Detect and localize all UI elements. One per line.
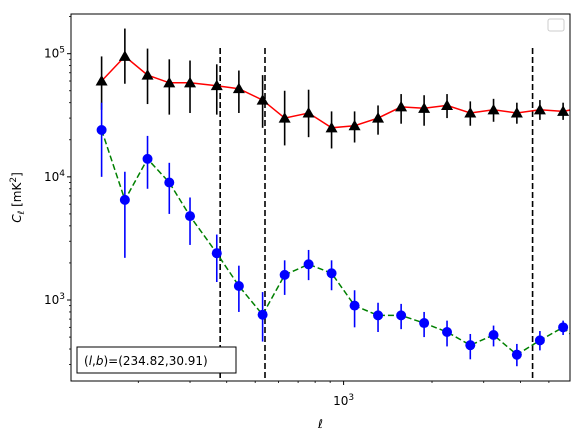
data-point — [141, 69, 154, 80]
data-point — [465, 340, 476, 351]
data-point — [211, 248, 222, 259]
series-0 — [95, 28, 570, 149]
x-tick-label: 103 — [333, 393, 354, 408]
data-point — [279, 269, 290, 280]
data-point — [303, 259, 314, 270]
y-tick-label: 103 — [44, 292, 65, 307]
data-point — [419, 318, 430, 329]
data-point — [184, 76, 197, 88]
data-point — [442, 326, 453, 337]
data-point — [302, 106, 315, 118]
data-point — [325, 121, 338, 133]
vertical-lines — [219, 48, 534, 381]
data-point — [418, 102, 431, 113]
series-layer — [95, 28, 570, 367]
data-point — [118, 50, 131, 61]
data-point — [487, 103, 500, 115]
data-point — [232, 82, 245, 94]
y-tick-label: 105 — [44, 46, 65, 61]
data-point — [533, 103, 546, 115]
data-point — [441, 99, 454, 110]
data-point — [396, 310, 407, 321]
data-point — [233, 280, 244, 291]
data-point — [163, 76, 176, 88]
data-point — [96, 125, 107, 136]
data-point — [510, 106, 523, 118]
data-point — [372, 112, 385, 123]
data-point — [142, 153, 153, 164]
data-point — [558, 322, 569, 333]
data-point — [557, 105, 570, 116]
data-point — [164, 177, 175, 188]
y-axis-label: Cℓ [mK2] — [9, 172, 27, 223]
series-line — [101, 55, 570, 129]
data-point — [326, 268, 337, 279]
legend-box — [547, 18, 565, 32]
series-line — [100, 129, 570, 356]
data-point — [373, 310, 384, 321]
data-point — [257, 309, 268, 320]
series-1 — [96, 102, 570, 367]
data-point — [185, 211, 196, 222]
data-point — [119, 194, 130, 205]
plot-frame — [70, 13, 571, 382]
data-point — [395, 100, 408, 112]
data-point — [534, 335, 545, 346]
annotation-box: (l,b)=(234.82,30.91) — [76, 346, 237, 374]
data-point — [464, 106, 477, 118]
y-tick-label: 104 — [44, 169, 65, 184]
data-point — [95, 75, 108, 86]
annotation-text: (l,b)=(234.82,30.91) — [84, 354, 208, 368]
data-point — [348, 119, 361, 131]
data-point — [511, 349, 522, 360]
data-point — [210, 79, 223, 91]
data-point — [349, 300, 360, 311]
x-axis-label: ℓ — [317, 417, 323, 431]
data-point — [278, 112, 291, 123]
data-point — [256, 94, 269, 105]
data-point — [488, 329, 499, 340]
